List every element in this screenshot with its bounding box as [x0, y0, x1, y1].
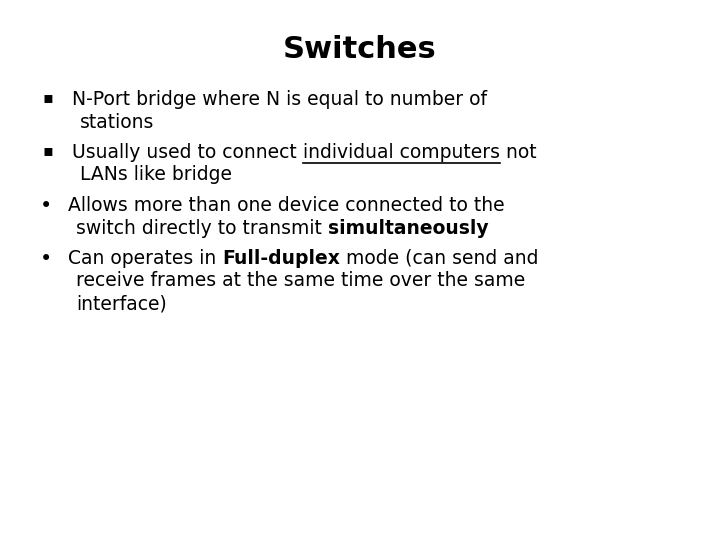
Text: Switches: Switches [283, 35, 437, 64]
Text: individual computers: individual computers [302, 143, 500, 162]
Text: Allows more than one device connected to the: Allows more than one device connected to… [68, 196, 505, 215]
Text: N-Port bridge where N is equal to number of: N-Port bridge where N is equal to number… [72, 90, 487, 109]
Text: Can operates in: Can operates in [68, 249, 222, 268]
Text: •: • [40, 196, 53, 216]
Text: switch directly to transmit: switch directly to transmit [76, 219, 328, 238]
Text: Full-duplex: Full-duplex [222, 249, 340, 268]
Text: not: not [500, 143, 536, 162]
Text: •: • [40, 249, 53, 269]
Text: stations: stations [80, 112, 154, 132]
Text: mode (can send and: mode (can send and [340, 249, 539, 268]
Text: simultaneously: simultaneously [328, 219, 488, 238]
Text: ▪: ▪ [42, 90, 53, 105]
Text: receive frames at the same time over the same: receive frames at the same time over the… [76, 272, 526, 291]
Text: Usually used to connect: Usually used to connect [72, 143, 302, 162]
Text: LANs like bridge: LANs like bridge [80, 165, 232, 185]
Text: interface): interface) [76, 294, 167, 313]
Text: ▪: ▪ [42, 143, 53, 158]
